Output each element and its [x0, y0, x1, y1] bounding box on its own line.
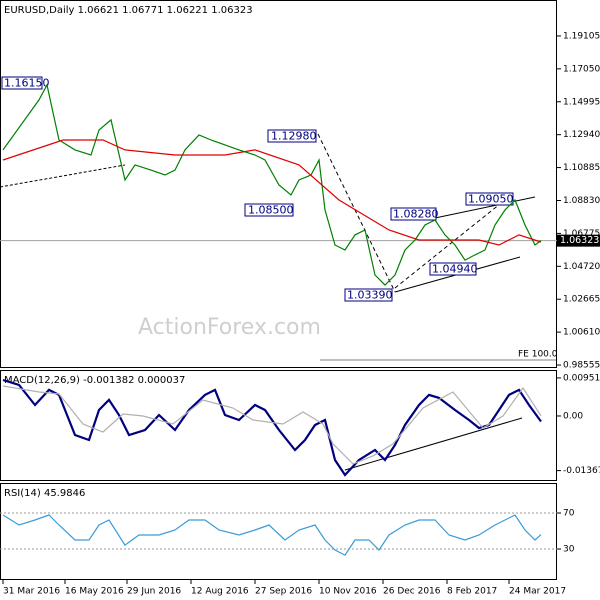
- annotation-box: [267, 129, 317, 143]
- annotation-text: 1.04940: [432, 263, 478, 276]
- annotation-text: 1.12980: [271, 130, 317, 143]
- y-tick-label: 1.00610: [563, 328, 600, 338]
- trendline: [317, 133, 396, 293]
- trendline: [434, 196, 536, 219]
- watermark: ActionForex.com: [138, 315, 321, 340]
- fe-label: FE 100.0: [518, 350, 558, 360]
- x-tick-label: 31 Mar 2016: [3, 587, 60, 597]
- y-tick-label: 1.19105: [563, 31, 600, 41]
- y-tick-label: 1.08830: [563, 196, 600, 206]
- x-tick-label: 26 Dec 2016: [383, 587, 441, 597]
- price-panel: [0, 0, 557, 368]
- series-line: [2, 139, 542, 246]
- trendline: [0, 164, 126, 188]
- macd-trendline: [344, 417, 523, 471]
- panel-title: EURUSD,Daily 1.06621 1.06771 1.06221 1.0…: [4, 5, 253, 16]
- trendline: [394, 199, 506, 289]
- y-tick-label: 0.009514: [563, 373, 600, 383]
- x-tick-label: 8 Feb 2017: [447, 587, 497, 597]
- annotation-box: [344, 288, 393, 302]
- last-price-box: [557, 234, 600, 247]
- y-tick-label: 70: [563, 508, 575, 518]
- y-tick-label: 1.02665: [563, 295, 600, 305]
- y-tick-label: 0.98555: [563, 361, 600, 371]
- annotation-text: 1.03390: [347, 289, 393, 302]
- y-tick-label: 1.14995: [563, 97, 600, 107]
- trendlines: [0, 133, 556, 471]
- rsi-panel: [0, 483, 557, 580]
- x-tick-label: 10 Nov 2016: [319, 587, 377, 597]
- annotation-box: [429, 262, 477, 276]
- macd-panel: [0, 370, 557, 481]
- annotation-box: [1, 76, 43, 90]
- y-tick-label: 1.12940: [563, 130, 600, 140]
- annotation-text: 1.16150: [4, 77, 50, 90]
- x-tick-label: 27 Sep 2016: [255, 587, 312, 597]
- series-line: [2, 378, 542, 477]
- annotation-text: 1.08280: [393, 208, 439, 221]
- last-price-label: 1.06323: [560, 235, 599, 246]
- annotation: 1.09050: [465, 192, 514, 206]
- y-tick-label: 30: [563, 545, 575, 555]
- panel-title: MACD(12,26,9) -0.001382 0.000037: [4, 375, 185, 386]
- panel-title: RSI(14) 45.9846: [4, 488, 85, 499]
- x-tick-label: 16 May 2016: [65, 587, 124, 597]
- annotation: 1.12980: [267, 129, 317, 143]
- annotation-box: [244, 203, 294, 217]
- series-line: [2, 83, 542, 286]
- series-line: [2, 385, 542, 465]
- annotation: 1.16150: [1, 76, 50, 90]
- annotation-text: 1.08500: [248, 204, 294, 217]
- y-tick-label: 1.10885: [563, 163, 600, 173]
- y-tick-label: 1.04720: [563, 262, 600, 272]
- y-tick-label: -0.013671: [563, 466, 600, 476]
- annotation-text: 1.09050: [468, 193, 514, 206]
- y-tick-label: 0.00: [563, 411, 583, 421]
- x-tick-label: 12 Aug 2016: [191, 587, 249, 597]
- annotation: 1.03390: [344, 288, 393, 302]
- series-line: [2, 514, 542, 556]
- annotation-box: [465, 192, 514, 206]
- annotation: 1.08500: [244, 203, 294, 217]
- annotation: 1.08280: [390, 207, 439, 221]
- y-tick-label: 1.06775: [563, 229, 600, 239]
- annotation: 1.04940: [429, 262, 478, 276]
- y-tick-label: 1.17050: [563, 64, 600, 74]
- x-tick-label: 29 Jun 2016: [127, 587, 181, 597]
- annotation-box: [390, 207, 437, 221]
- x-tick-label: 24 Mar 2017: [509, 587, 566, 597]
